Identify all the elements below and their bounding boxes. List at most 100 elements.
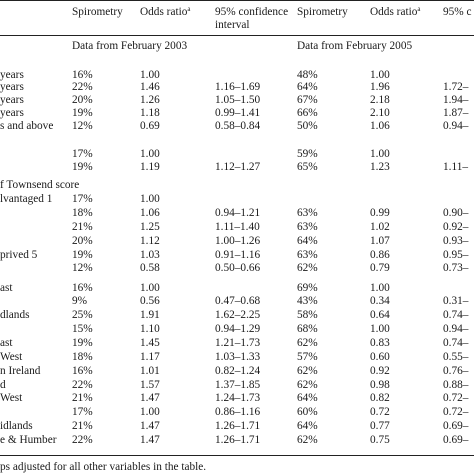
table-cell-s2: 59% bbox=[297, 148, 318, 160]
header-ci-2005: 95% c bbox=[443, 6, 472, 18]
table-cell-c1: 1.03–1.33 bbox=[215, 351, 261, 363]
table-cell-o1: 1.47 bbox=[140, 392, 160, 404]
table-cell-c1: 1.37–1.85 bbox=[215, 379, 261, 391]
table-cell-s1: 25% bbox=[72, 309, 93, 321]
table-cell-c1: 1.62–2.25 bbox=[215, 309, 261, 321]
table-cell-c2: 0.55– bbox=[443, 351, 469, 363]
table-cell-label: e & Humber bbox=[0, 434, 57, 446]
table-cell-label: lvantaged 1 bbox=[0, 193, 53, 205]
table-cell-s2: 64% bbox=[297, 420, 318, 432]
table-cell-c2: 0.76– bbox=[443, 365, 469, 377]
table-cell-o2: 0.77 bbox=[370, 420, 390, 432]
table-cell-c1: 1.16–1.69 bbox=[215, 81, 261, 93]
table-cell-s2: 58% bbox=[297, 309, 318, 321]
table-cell-s1: 18% bbox=[72, 351, 93, 363]
table-cell-label: West bbox=[0, 351, 23, 363]
table-cell-o2: 2.18 bbox=[370, 94, 390, 106]
table-cell-o1: 1.00 bbox=[140, 282, 160, 294]
table-cell-label: ast bbox=[0, 282, 13, 294]
table-cell-o2: 0.60 bbox=[370, 351, 390, 363]
table-cell-s1: 19% bbox=[72, 107, 93, 119]
table-cell-o2: 0.75 bbox=[370, 434, 390, 446]
table-cell-o1: 1.25 bbox=[140, 221, 160, 233]
table-cell-o2: 0.86 bbox=[370, 249, 390, 261]
table-cell-label: f Townsend score bbox=[0, 179, 80, 191]
header-odds-ratio-2005-label: Odds ratio bbox=[370, 6, 418, 18]
table-cell-c1: 0.94–1.21 bbox=[215, 207, 261, 219]
table-cell-c1: 1.26–1.71 bbox=[215, 420, 261, 432]
table-cell-s2: 57% bbox=[297, 351, 318, 363]
table-cell-label: ast bbox=[0, 337, 13, 349]
top-rule bbox=[0, 0, 474, 1]
table-cell-o1: 1.26 bbox=[140, 94, 160, 106]
table-cell-o1: 1.00 bbox=[140, 69, 160, 81]
table-cell-c2: 1.72– bbox=[443, 81, 469, 93]
table-cell-c2: 1.11– bbox=[443, 161, 468, 173]
table-cell-o2: 1.00 bbox=[370, 323, 390, 335]
table-cell-s2: 67% bbox=[297, 94, 318, 106]
table-cell-c2: 0.72– bbox=[443, 392, 469, 404]
table-cell-c1: 1.05–1.50 bbox=[215, 94, 261, 106]
table-cell-c2: 0.74– bbox=[443, 337, 469, 349]
table-cell-s2: 63% bbox=[297, 207, 318, 219]
header-spirometry-2005: Spirometry bbox=[297, 6, 348, 18]
subheader-2003: Data from February 2003 bbox=[72, 40, 188, 52]
table-cell-c1: 1.24–1.73 bbox=[215, 392, 261, 404]
table-cell-c2: 0.72– bbox=[443, 406, 469, 418]
header-rule bbox=[0, 35, 474, 36]
table-cell-s1: 19% bbox=[72, 249, 93, 261]
table-cell-s1: 22% bbox=[72, 81, 93, 93]
table-cell-label: years bbox=[0, 81, 24, 93]
table-cell-o1: 1.19 bbox=[140, 161, 160, 173]
table-cell-label: s and above bbox=[0, 120, 54, 132]
table-cell-o2: 1.23 bbox=[370, 161, 390, 173]
table-cell-o2: 0.98 bbox=[370, 379, 390, 391]
table-cell-c2: 0.90– bbox=[443, 207, 469, 219]
subheader-2005: Data from February 2005 bbox=[297, 40, 413, 52]
table-cell-o1: 1.17 bbox=[140, 351, 160, 363]
footnote: ps adjusted for all other variables in t… bbox=[0, 461, 207, 473]
table-cell-s2: 63% bbox=[297, 221, 318, 233]
table-cell-o1: 1.57 bbox=[140, 379, 160, 391]
table-cell-s1: 20% bbox=[72, 94, 93, 106]
table-cell-label: n Ireland bbox=[0, 365, 41, 377]
table-cell-c2: 0.94– bbox=[443, 323, 469, 335]
table-cell-c1: 1.11–1.40 bbox=[215, 221, 260, 233]
table-cell-o2: 0.34 bbox=[370, 295, 390, 307]
table-cell-c2: 0.92– bbox=[443, 221, 469, 233]
table-cell-c1: 0.99–1.41 bbox=[215, 107, 261, 119]
table-cell-c1: 1.12–1.27 bbox=[215, 161, 261, 173]
header-odds-ratio-2003-label: Odds ratio bbox=[140, 6, 188, 18]
table-cell-o1: 1.00 bbox=[140, 406, 160, 418]
table-cell-o1: 0.69 bbox=[140, 120, 160, 132]
table-cell-s2: 62% bbox=[297, 434, 318, 446]
table-cell-label: idlands bbox=[0, 420, 33, 432]
table-cell-s1: 17% bbox=[72, 406, 93, 418]
table-cell-s2: 60% bbox=[297, 406, 318, 418]
table-cell-c1: 1.26–1.71 bbox=[215, 434, 261, 446]
table-cell-s1: 17% bbox=[72, 193, 93, 205]
table-cell-o2: 2.10 bbox=[370, 107, 390, 119]
table-cell-s1: 15% bbox=[72, 323, 93, 335]
table-cell-o2: 1.02 bbox=[370, 221, 390, 233]
header-spirometry-2003: Spirometry bbox=[72, 6, 123, 18]
table-cell-s1: 17% bbox=[72, 148, 93, 160]
table-cell-c2: 0.74– bbox=[443, 309, 469, 321]
table-cell-o1: 1.91 bbox=[140, 309, 160, 321]
table-cell-s1: 18% bbox=[72, 207, 93, 219]
table-cell-s2: 64% bbox=[297, 235, 318, 247]
table-cell-s2: 63% bbox=[297, 249, 318, 261]
table-cell-c2: 0.95– bbox=[443, 249, 469, 261]
table-cell-o1: 1.47 bbox=[140, 434, 160, 446]
table-cell-o1: 1.01 bbox=[140, 365, 160, 377]
table-cell-s2: 66% bbox=[297, 107, 318, 119]
table-cell-o2: 1.96 bbox=[370, 81, 390, 93]
table-cell-s2: 64% bbox=[297, 81, 318, 93]
table-cell-s1: 21% bbox=[72, 420, 93, 432]
table-cell-o2: 0.92 bbox=[370, 365, 390, 377]
table-cell-c2: 0.31– bbox=[443, 295, 469, 307]
table-cell-c1: 0.82–1.24 bbox=[215, 365, 261, 377]
table-cell-s2: 62% bbox=[297, 262, 318, 274]
table-cell-o2: 0.64 bbox=[370, 309, 390, 321]
table-cell-o2: 0.79 bbox=[370, 262, 390, 274]
